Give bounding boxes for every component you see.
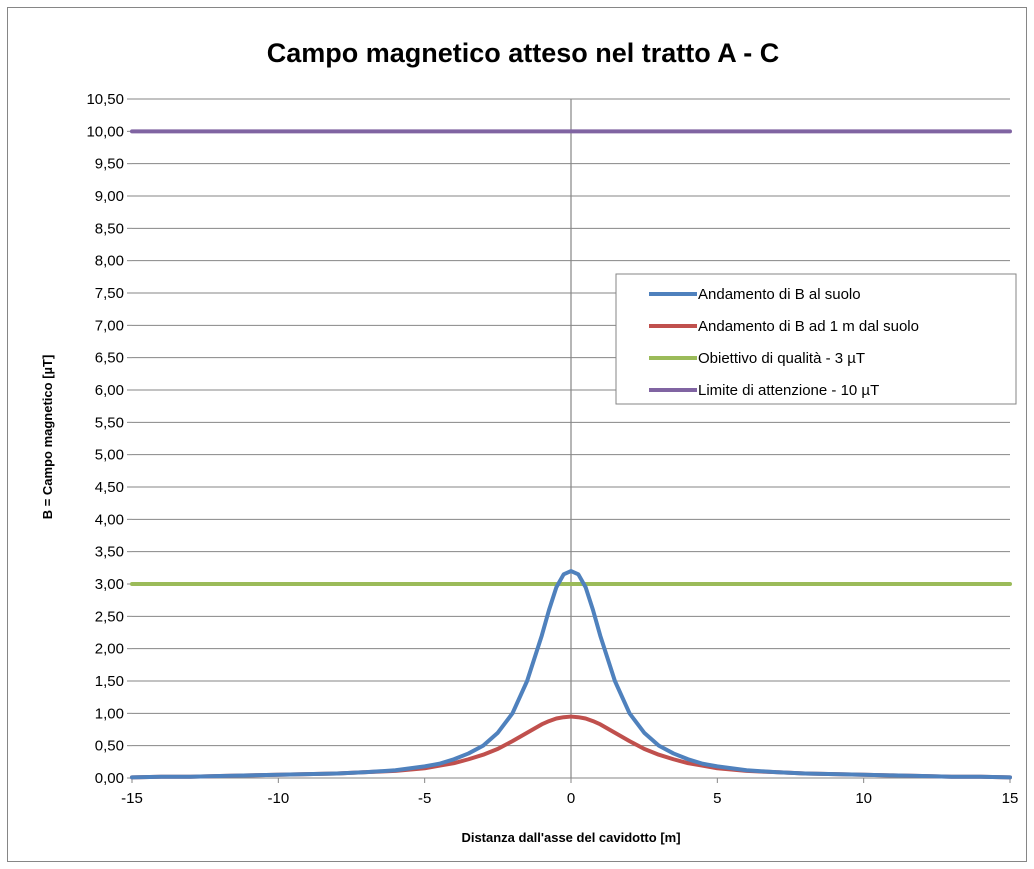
legend-entry: Andamento di B ad 1 m dal suolo: [698, 318, 919, 335]
y-tick-label: 3,00: [95, 576, 124, 593]
x-axis-title: Distanza dall'asse del cavidotto [m]: [461, 830, 680, 845]
gridlines: [127, 98, 1011, 783]
x-tick-label: 10: [855, 790, 872, 807]
y-tick-label: 9,00: [95, 188, 124, 205]
y-tick-label: 6,50: [95, 350, 124, 367]
y-tick-label: 7,50: [95, 285, 124, 302]
y-tick-label: 4,50: [95, 479, 124, 496]
legend: Andamento di B al suolo Andamento di B ad…: [615, 273, 1017, 405]
y-tick-label: 10,00: [86, 123, 124, 140]
x-tick-label: 5: [713, 790, 721, 807]
series-lines: [130, 129, 1012, 780]
y-tick-label: 5,50: [95, 414, 124, 431]
y-tick-label: 1,50: [95, 673, 124, 690]
chart-title: Campo magnetico atteso nel tratto A - C: [267, 38, 780, 68]
x-tick-label: 0: [567, 790, 575, 807]
x-tick-label: -10: [267, 790, 289, 807]
y-tick-label: 8,00: [95, 253, 124, 270]
chart-frame: [7, 7, 1027, 862]
x-tick-labels: -15 -10 -5 0 5 10 15: [121, 790, 1018, 807]
y-tick-label: 8,50: [95, 220, 124, 237]
y-tick-label: 0,00: [95, 770, 124, 787]
y-tick-label: 6,00: [95, 382, 124, 399]
legend-entry: Obiettivo di qualità - 3 µT: [698, 350, 865, 367]
x-tick-label: -15: [121, 790, 143, 807]
y-tick-label: 7,00: [95, 317, 124, 334]
x-tick-label: 15: [1002, 790, 1019, 807]
y-tick-label: 10,50: [86, 91, 124, 108]
y-tick-label: 5,00: [95, 447, 124, 464]
y-tick-label: 2,00: [95, 641, 124, 658]
series-line-1: [130, 569, 1012, 780]
y-tick-label: 1,00: [95, 705, 124, 722]
legend-entry: Andamento di B al suolo: [698, 286, 861, 303]
y-tick-label: 2,50: [95, 608, 124, 625]
y-tick-labels: 0,00 0,50 1,00 1,50 2,00 2,50 3,00 3,50 4,00 4,50…: [86, 91, 124, 787]
y-tick-label: 0,50: [95, 738, 124, 755]
x-tick-label: -5: [418, 790, 431, 807]
y-tick-label: 3,50: [95, 544, 124, 561]
y-tick-label: 9,50: [95, 156, 124, 173]
legend-entry: Limite di attenzione - 10 µT: [698, 382, 879, 399]
y-tick-label: 4,00: [95, 511, 124, 528]
y-axis-title: B = Campo magnetico [µT]: [40, 355, 55, 520]
